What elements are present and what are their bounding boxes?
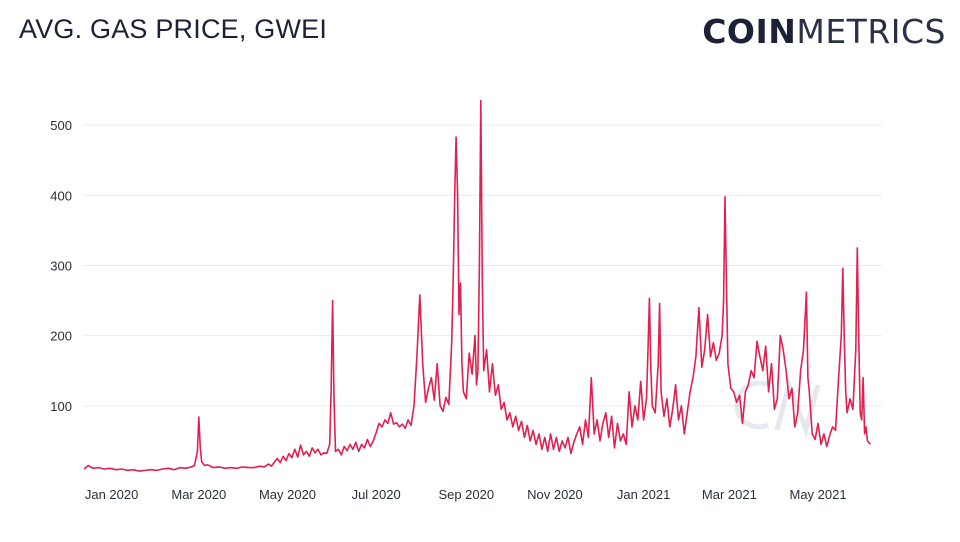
y-tick-label-200: 200	[50, 329, 72, 344]
x-tick-label-2: May 2020	[259, 487, 316, 502]
x-tick-label-5: Nov 2020	[527, 487, 583, 502]
brand-logo: COINMETRICS	[702, 12, 946, 51]
gas-price-line	[83, 99, 872, 472]
x-axis-ticks: Jan 2020 Mar 2020 May 2020 Jul 2020 Sep 2020…	[85, 487, 847, 502]
y-tick-label-100: 100	[50, 399, 72, 414]
brand-logo-light: METRICS	[796, 12, 946, 51]
y-tick-label-400: 400	[50, 188, 72, 203]
x-tick-label-3: Jul 2020	[352, 487, 401, 502]
brand-logo-bold: COIN	[702, 12, 797, 51]
y-axis-ticks: 100 200 300 400 500	[50, 118, 72, 414]
x-tick-label-6: Jan 2021	[617, 487, 671, 502]
chart-gridlines	[84, 124, 882, 407]
y-tick-label-300: 300	[50, 258, 72, 273]
x-tick-label-1: Mar 2020	[171, 487, 226, 502]
chart-title: AVG. GAS PRICE, GWEI	[19, 14, 328, 44]
x-tick-label-0: Jan 2020	[85, 487, 139, 502]
x-tick-label-7: Mar 2021	[702, 487, 757, 502]
y-tick-label-500: 500	[50, 118, 72, 133]
x-tick-label-8: May 2021	[789, 487, 846, 502]
x-tick-label-4: Sep 2020	[438, 487, 494, 502]
